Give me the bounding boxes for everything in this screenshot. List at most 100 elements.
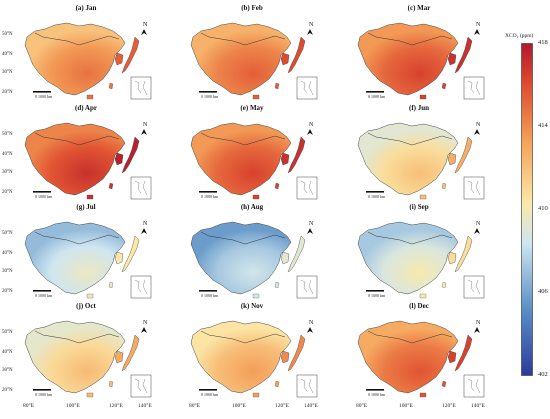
mainland-region — [24, 22, 126, 96]
scale-label: 0 1000 km — [35, 293, 53, 298]
hainan-region — [252, 392, 260, 398]
japan-region — [121, 136, 140, 174]
north-arrow-icon: N — [307, 320, 314, 333]
mainland-region — [24, 221, 126, 295]
japan-region — [454, 136, 473, 174]
svg-text:N: N — [309, 320, 314, 326]
korea-region — [280, 350, 290, 364]
panel-title: (d) Apr — [75, 104, 97, 112]
panel-title: (h) Aug — [240, 203, 264, 211]
scale-label: 0 1000 km — [35, 94, 53, 99]
latitude-label: 20°N — [2, 388, 13, 393]
longitude-label: 100°E — [399, 403, 413, 409]
colorbar-tick-402: 402 — [538, 371, 548, 378]
map-panel-1: (a) Jan N 0 1000 km — [17, 4, 155, 100]
scale-bar — [199, 389, 217, 391]
scale-label: 0 1000 km — [201, 94, 219, 99]
scale-label: 0 1000 km — [35, 194, 53, 199]
border-line — [34, 32, 120, 46]
scale-bar — [33, 389, 51, 391]
south-china-sea-inset — [296, 176, 318, 200]
south-china-sea-inset — [130, 76, 152, 100]
korea-region — [280, 251, 290, 265]
mainland-region — [357, 320, 459, 394]
map-panel-3: (c) Mar N 0 1000 km — [350, 4, 488, 100]
japan-region — [121, 334, 140, 372]
scale-label: 0 1000 km — [368, 94, 386, 99]
japan-region — [121, 36, 140, 74]
border-line — [200, 330, 286, 344]
mainland-region — [190, 22, 292, 96]
taiwan-region — [274, 82, 280, 90]
panel-title: (e) May — [240, 104, 264, 112]
taiwan-region — [274, 182, 280, 190]
map: N — [190, 221, 318, 299]
hainan-region — [86, 94, 94, 100]
map-panel-2: (b) Feb N 0 1000 km — [183, 4, 321, 100]
panel-title: (b) Feb — [241, 4, 263, 12]
hainan-region — [419, 392, 427, 398]
latitude-label: 50°N — [2, 32, 13, 37]
scale-bar — [33, 191, 51, 193]
japan-region — [454, 36, 473, 74]
hainan-region — [252, 194, 260, 200]
map: N — [190, 320, 318, 398]
north-arrow-icon: N — [474, 22, 481, 35]
map-panel-4: (d) Apr N 0 1000 km — [17, 104, 155, 200]
border-line — [367, 32, 453, 46]
taiwan-region — [108, 182, 114, 190]
south-china-sea-inset — [296, 76, 318, 100]
map: N — [357, 122, 485, 200]
svg-text:N: N — [143, 22, 148, 28]
north-arrow-icon: N — [474, 320, 481, 333]
mainland-region — [357, 122, 459, 196]
svg-text:N: N — [476, 320, 481, 326]
south-china-sea-inset — [130, 275, 152, 299]
korea-region — [280, 152, 290, 166]
panel-title: (g) Jul — [76, 203, 96, 211]
longitude-label: 140°E — [304, 403, 318, 409]
border-line — [34, 330, 120, 344]
map-panel-11: (k) Nov N 0 1000 km — [183, 302, 321, 398]
korea-region — [447, 350, 457, 364]
hainan-region — [419, 194, 427, 200]
longitude-label: 140°E — [471, 403, 485, 409]
hainan-region — [252, 94, 260, 100]
korea-region — [447, 152, 457, 166]
korea-region — [114, 350, 124, 364]
border-line — [200, 32, 286, 46]
south-china-sea-inset — [130, 176, 152, 200]
map: N — [357, 221, 485, 299]
latitude-label: 40°N — [2, 52, 13, 57]
scale-bar — [366, 191, 384, 193]
latitude-label: 40°N — [2, 251, 13, 256]
hainan-region — [252, 293, 260, 299]
south-china-sea-inset — [296, 374, 318, 398]
longitude-label: 120°E — [109, 403, 123, 409]
longitude-label: 80°E — [23, 403, 35, 409]
taiwan-region — [274, 281, 280, 289]
latitude-label: 30°N — [2, 269, 13, 274]
japan-region — [121, 235, 140, 273]
longitude-label: 80°E — [356, 403, 368, 409]
colorbar-tick-418: 418 — [538, 39, 548, 46]
latitude-label: 50°N — [2, 231, 13, 236]
map-panel-5: (e) May N 0 1000 km — [183, 104, 321, 200]
south-china-sea-inset — [130, 374, 152, 398]
scale-bar — [33, 91, 51, 93]
north-arrow-icon: N — [307, 221, 314, 234]
map-panel-8: (h) Aug N 0 1000 km — [183, 203, 321, 299]
japan-region — [454, 235, 473, 273]
longitude-label: 140°E — [138, 403, 152, 409]
border-line — [367, 231, 453, 245]
panel-title: (f) Jun — [408, 104, 430, 112]
taiwan-region — [108, 281, 114, 289]
korea-region — [280, 52, 290, 66]
korea-region — [114, 251, 124, 265]
panel-title: (j) Oct — [76, 302, 96, 310]
map: N — [190, 22, 318, 100]
hainan-region — [86, 293, 94, 299]
scale-label: 0 1000 km — [201, 194, 219, 199]
latitude-label: 20°N — [2, 90, 13, 95]
north-arrow-icon: N — [307, 122, 314, 135]
